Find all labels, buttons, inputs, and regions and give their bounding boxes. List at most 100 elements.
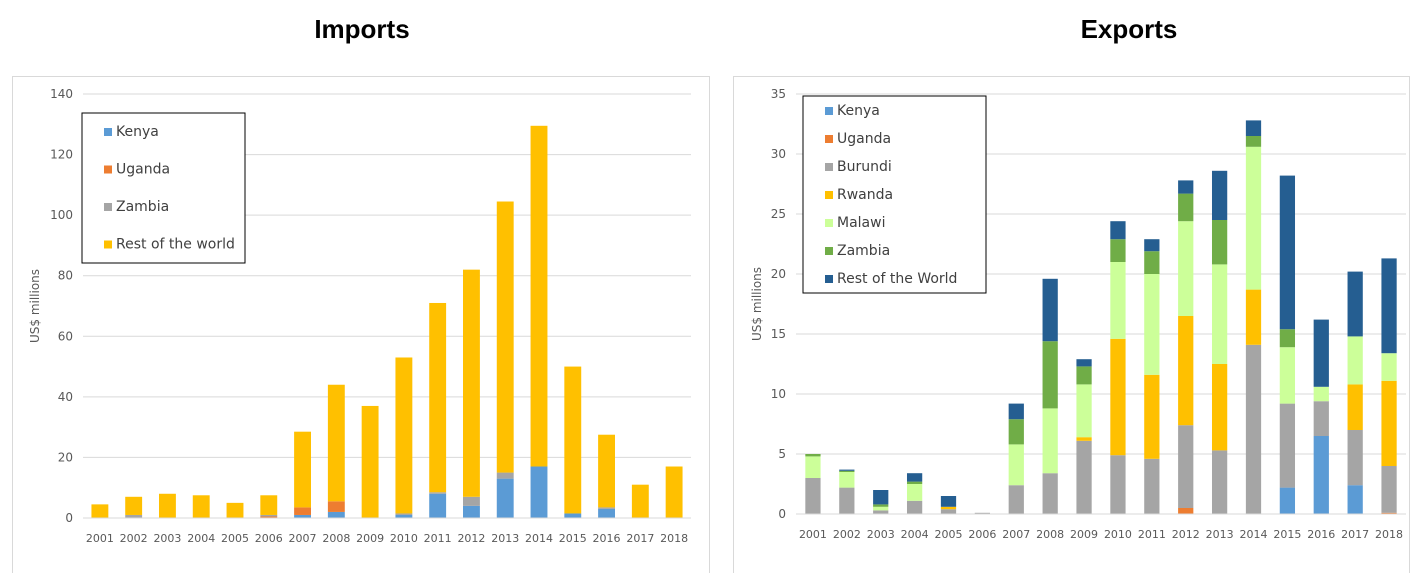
- exports-bar-segment: [1211, 170, 1228, 220]
- exports-bar-segment: [1008, 444, 1024, 486]
- imports-chart-panel: 0 20 40 60 80 100 120 140 US$ millions 2001 2002 20…: [12, 76, 710, 573]
- exports-bar-segment: [1245, 146, 1262, 290]
- imports-legend-swatch: [104, 165, 112, 174]
- exports-x-tick-label: 2010: [1104, 528, 1132, 541]
- exports-bar-segment: [1042, 408, 1058, 474]
- exports-bar-segment: [1313, 436, 1329, 514]
- exports-bar-segment: [1313, 319, 1329, 387]
- exports-bar-segment: [1245, 136, 1262, 147]
- imports-bar-segment: [294, 507, 311, 515]
- exports-bar-segment: [1245, 289, 1262, 345]
- imports-bar-segment: [496, 472, 514, 479]
- exports-bar-segment: [1008, 419, 1024, 445]
- imports-bar-segment: [226, 502, 244, 518]
- exports-bar-segment: [1245, 120, 1262, 136]
- exports-bar-segment: [1381, 466, 1397, 513]
- exports-bar-segment: [873, 510, 889, 514]
- exports-bar-segment: [805, 454, 821, 457]
- exports-y-tick-label: 20: [771, 267, 786, 281]
- imports-bar-segment: [530, 125, 548, 467]
- exports-y-tick-label: 0: [778, 507, 786, 521]
- exports-bar-segment: [1110, 262, 1126, 339]
- exports-bar-segment: [1347, 384, 1363, 430]
- exports-x-tick-label: 2004: [901, 528, 929, 541]
- exports-y-tick-label: 25: [771, 207, 786, 221]
- exports-bar-segment: [839, 487, 855, 514]
- exports-bar-segment: [1279, 347, 1296, 404]
- imports-bar-segment: [327, 511, 345, 518]
- exports-x-tick-label: 2015: [1273, 528, 1301, 541]
- exports-bar-segment: [1076, 359, 1092, 367]
- imports-bar-segment: [125, 496, 143, 515]
- imports-y-tick-label: 140: [50, 87, 73, 101]
- imports-x-tick-label: 2011: [424, 532, 452, 545]
- exports-bar-segment: [906, 484, 923, 501]
- exports-bar-segment: [1178, 508, 1194, 514]
- exports-bar-segment: [1144, 239, 1160, 252]
- exports-bar-segment: [906, 481, 923, 484]
- imports-bar-segment: [125, 514, 143, 518]
- exports-bar-segment: [1042, 341, 1058, 409]
- imports-y-tick-label: 120: [50, 148, 73, 162]
- imports-x-tick-label: 2016: [593, 532, 621, 545]
- imports-bar-segment: [429, 302, 447, 493]
- exports-legend-swatch: [825, 247, 833, 255]
- exports-bar-segment: [1076, 384, 1092, 438]
- exports-bar-segment: [940, 506, 957, 510]
- imports-bar-segment: [327, 501, 345, 512]
- imports-bar-segment: [463, 269, 480, 497]
- imports-bar-segment: [327, 384, 345, 502]
- imports-x-tick-label: 2008: [322, 532, 350, 545]
- exports-legend-label: Malawi: [837, 215, 885, 231]
- exports-y-tick-label: 15: [771, 327, 786, 341]
- imports-y-tick-label: 80: [58, 269, 73, 283]
- exports-x-tick-label: 2018: [1375, 528, 1403, 541]
- exports-bar-segment: [1042, 278, 1058, 342]
- imports-bar-segment: [91, 504, 109, 518]
- exports-bar-segment: [940, 509, 957, 514]
- imports-bar-segment: [564, 366, 582, 514]
- exports-bar-segment: [974, 512, 991, 514]
- exports-bar-segment: [1178, 425, 1194, 508]
- exports-bar-segment: [1144, 458, 1160, 514]
- imports-bar-segment: [598, 507, 615, 509]
- exports-bar-segment: [873, 490, 889, 505]
- exports-bar-segment: [873, 506, 889, 511]
- exports-legend-label: Rest of the World: [837, 271, 957, 287]
- exports-bar-segment: [1279, 329, 1296, 348]
- exports-x-tick-label: 2005: [935, 528, 963, 541]
- imports-legend-label: Zambia: [116, 199, 169, 215]
- exports-bar-segment: [1347, 271, 1363, 337]
- exports-legend-swatch: [825, 191, 833, 199]
- exports-bar-segment: [1178, 316, 1194, 426]
- imports-legend-label: Rest of the world: [116, 237, 235, 253]
- imports-legend-label: Uganda: [116, 162, 170, 178]
- exports-legend-label: Rwanda: [837, 187, 893, 203]
- exports-x-tick-label: 2017: [1341, 528, 1369, 541]
- exports-bar-segment: [1008, 485, 1024, 514]
- exports-legend-swatch: [825, 107, 833, 115]
- exports-y-tick-label: 30: [771, 147, 786, 161]
- imports-x-tick-label: 2005: [221, 532, 249, 545]
- exports-bar-segment: [805, 478, 821, 514]
- imports-x-tick-label: 2003: [153, 532, 181, 545]
- exports-y-axis-label: US$ millions: [750, 267, 764, 341]
- exports-bar-segment: [1381, 258, 1397, 354]
- exports-legend-swatch: [825, 275, 833, 283]
- exports-legend-label: Kenya: [837, 103, 880, 119]
- exports-bar-segment: [1347, 430, 1363, 486]
- exports-bar-segment: [1381, 512, 1397, 514]
- imports-x-tick-label: 2014: [525, 532, 553, 545]
- exports-bar-segment: [1279, 403, 1296, 488]
- exports-bar-segment: [1178, 193, 1194, 222]
- exports-x-tick-label: 2014: [1240, 528, 1268, 541]
- imports-bar-segment: [631, 484, 649, 518]
- imports-x-tick-label: 2015: [559, 532, 587, 545]
- exports-chart-panel: 0 5 10 15 20 25 30 35 US$ millions 2001 2002 2003 20…: [733, 76, 1410, 573]
- exports-bar-segment: [1178, 180, 1194, 194]
- imports-bar-segment: [665, 466, 683, 518]
- imports-bar-segment: [463, 496, 480, 506]
- imports-bar-segment: [395, 514, 413, 518]
- exports-bar-segment: [1347, 336, 1363, 385]
- imports-bar-segment: [294, 431, 311, 508]
